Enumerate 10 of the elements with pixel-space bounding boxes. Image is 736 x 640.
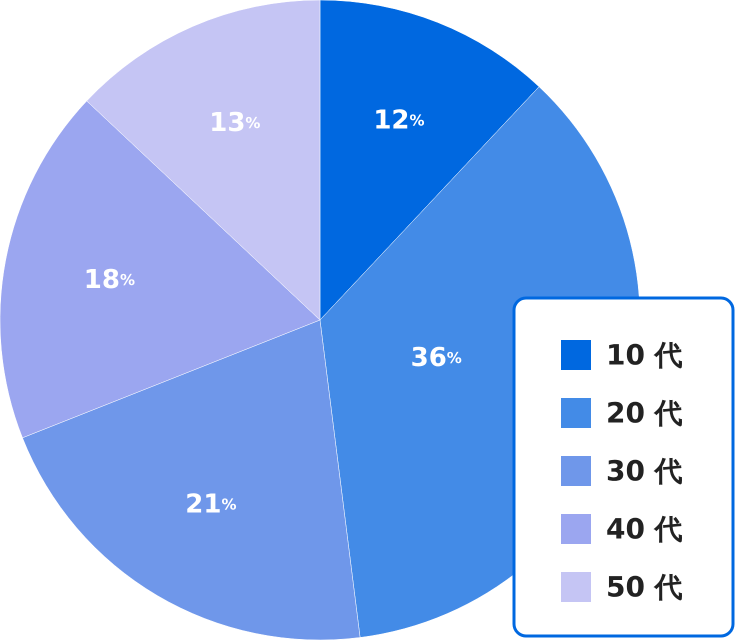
data-label: 21% — [185, 490, 236, 520]
legend-label: 40 代 — [606, 512, 683, 546]
legend-label: 10 代 — [606, 338, 683, 372]
legend-label: 30 代 — [606, 454, 683, 488]
data-label: 18% — [84, 264, 136, 295]
data-label: 36% — [410, 342, 462, 373]
data-label: 12% — [373, 106, 425, 136]
legend-label: 20 代 — [606, 396, 683, 430]
data-label: 13% — [209, 108, 260, 138]
legend-label: 50 代 — [606, 570, 683, 604]
